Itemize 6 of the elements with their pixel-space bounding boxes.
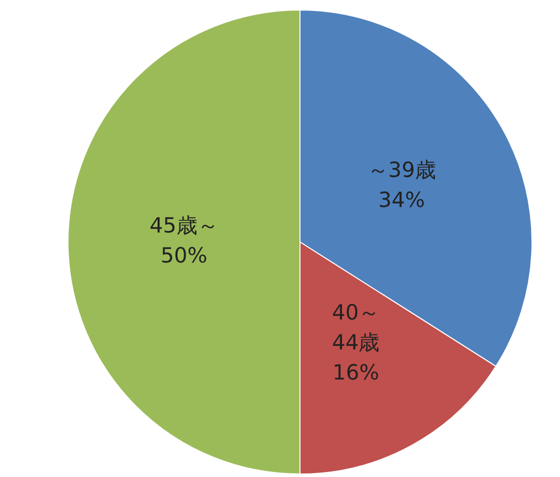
data-label: 50%	[160, 244, 208, 268]
slice-label: 40～44歳	[332, 300, 380, 354]
data-label: 34%	[378, 188, 425, 212]
slice-label: ～39歳	[367, 158, 436, 182]
data-label: 16%	[332, 360, 380, 384]
slice-label: 45歳～	[150, 214, 218, 238]
